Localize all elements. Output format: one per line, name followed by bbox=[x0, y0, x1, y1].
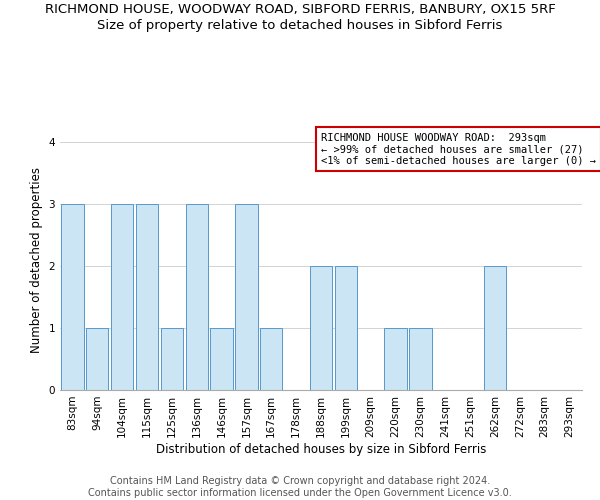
Bar bbox=[235, 204, 257, 390]
Text: Distribution of detached houses by size in Sibford Ferris: Distribution of detached houses by size … bbox=[156, 442, 486, 456]
Bar bbox=[161, 328, 183, 390]
Text: Size of property relative to detached houses in Sibford Ferris: Size of property relative to detached ho… bbox=[97, 19, 503, 32]
Bar bbox=[61, 204, 83, 390]
Bar bbox=[211, 328, 233, 390]
Text: Contains HM Land Registry data © Crown copyright and database right 2024.
Contai: Contains HM Land Registry data © Crown c… bbox=[88, 476, 512, 498]
Bar bbox=[111, 204, 133, 390]
Bar bbox=[484, 266, 506, 390]
Bar bbox=[86, 328, 109, 390]
Text: RICHMOND HOUSE WOODWAY ROAD:  293sqm
← >99% of detached houses are smaller (27)
: RICHMOND HOUSE WOODWAY ROAD: 293sqm ← >9… bbox=[321, 132, 596, 166]
Bar bbox=[136, 204, 158, 390]
Bar bbox=[385, 328, 407, 390]
Bar bbox=[409, 328, 431, 390]
Bar bbox=[260, 328, 283, 390]
Text: RICHMOND HOUSE, WOODWAY ROAD, SIBFORD FERRIS, BANBURY, OX15 5RF: RICHMOND HOUSE, WOODWAY ROAD, SIBFORD FE… bbox=[44, 2, 556, 16]
Bar bbox=[335, 266, 357, 390]
Bar bbox=[185, 204, 208, 390]
Bar bbox=[310, 266, 332, 390]
Y-axis label: Number of detached properties: Number of detached properties bbox=[30, 167, 43, 353]
